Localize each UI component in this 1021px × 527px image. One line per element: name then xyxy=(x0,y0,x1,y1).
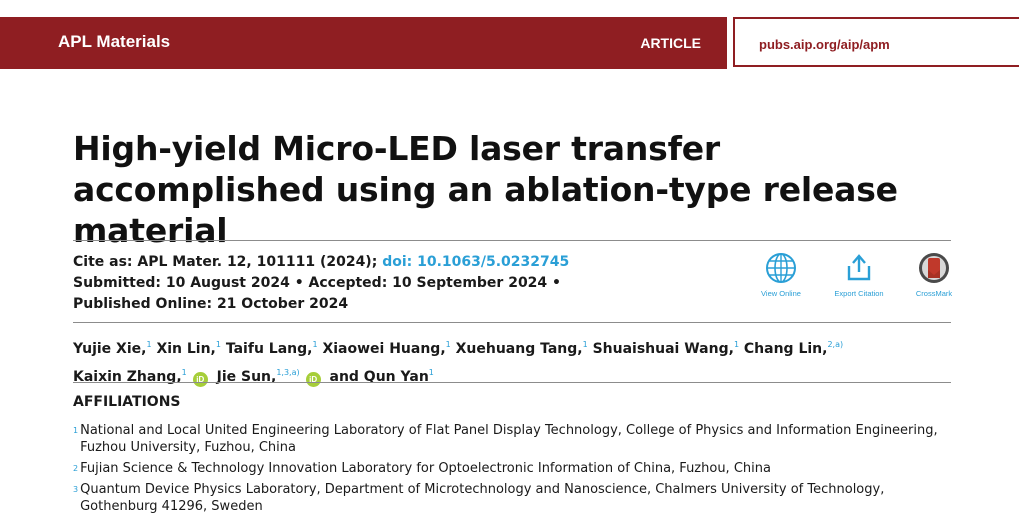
affiliation-number: 1 xyxy=(73,426,79,435)
journal-url[interactable]: pubs.aip.org/aip/apm xyxy=(759,37,890,52)
journal-name[interactable]: APL Materials xyxy=(58,32,171,51)
divider-middle xyxy=(73,322,951,323)
author[interactable]: Xiaowei Huang,1 xyxy=(322,340,451,357)
crossmark-button[interactable]: CrossMark xyxy=(912,252,956,298)
export-citation-label: Export Citation xyxy=(834,289,884,298)
affiliation-text: National and Local United Engineering La… xyxy=(80,423,938,455)
author[interactable]: Xin Lin,1 xyxy=(156,340,221,357)
author[interactable]: Taifu Lang,1 xyxy=(225,340,318,357)
journal-url-box[interactable]: pubs.aip.org/aip/apm xyxy=(733,17,1019,67)
orcid-icon[interactable]: iD xyxy=(192,372,208,387)
affiliation-item: 3 Quantum Device Physics Laboratory, Depa… xyxy=(73,481,943,515)
journal-header-bar: APL Materials ARTICLE xyxy=(0,17,727,69)
author[interactable]: Yujie Xie,1 xyxy=(73,340,152,357)
cite-prefix: Cite as: APL Mater. 12, 101111 (2024); xyxy=(73,254,378,270)
cite-line: Cite as: APL Mater. 12, 101111 (2024); d… xyxy=(73,252,569,273)
orcid-icon[interactable]: iD xyxy=(305,372,321,387)
article-title: High-yield Micro-LED laser transfer acco… xyxy=(73,129,898,250)
divider-top xyxy=(73,240,951,241)
author[interactable]: Kaixin Zhang,1 xyxy=(73,368,187,385)
article-type-label: ARTICLE xyxy=(640,35,701,51)
author[interactable]: Shuaishuai Wang,1 xyxy=(592,340,740,357)
export-icon xyxy=(847,254,871,281)
divider-bottom xyxy=(73,382,951,383)
affiliation-text: Quantum Device Physics Laboratory, Depar… xyxy=(80,482,885,514)
crossmark-label: CrossMark xyxy=(915,289,953,298)
view-online-label: View Online xyxy=(761,289,801,298)
affiliations-heading: AFFILIATIONS xyxy=(73,394,181,410)
affiliation-item: 1 National and Local United Engineering L… xyxy=(73,422,943,456)
submitted-line: Submitted: 10 August 2024 • Accepted: 10… xyxy=(73,275,561,291)
published-line: Published Online: 21 October 2024 xyxy=(73,296,349,312)
doi-link[interactable]: doi: 10.1063/5.0232745 xyxy=(382,254,570,270)
author[interactable]: Chang Lin,2,a) xyxy=(743,340,844,357)
citation-block: Cite as: APL Mater. 12, 101111 (2024); d… xyxy=(73,252,569,315)
affiliation-item: 2 Fujian Science & Technology Innovation … xyxy=(73,460,943,481)
affiliation-number: 2 xyxy=(73,464,79,473)
affiliation-number: 3 xyxy=(73,485,79,494)
author[interactable]: Xuehuang Tang,1 xyxy=(455,340,588,357)
crossmark-icon xyxy=(919,253,949,283)
author-list: Yujie Xie,1 Xin Lin,1 Taifu Lang,1 Xiaow… xyxy=(73,333,953,389)
globe-icon xyxy=(766,253,796,283)
export-citation-button[interactable]: Export Citation xyxy=(830,252,888,298)
view-online-button[interactable]: View Online xyxy=(756,252,806,298)
author[interactable]: and Qun Yan1 xyxy=(329,368,434,385)
affiliation-text: Fujian Science & Technology Innovation L… xyxy=(80,461,771,476)
author[interactable]: Jie Sun,1,3,a) xyxy=(216,368,300,385)
